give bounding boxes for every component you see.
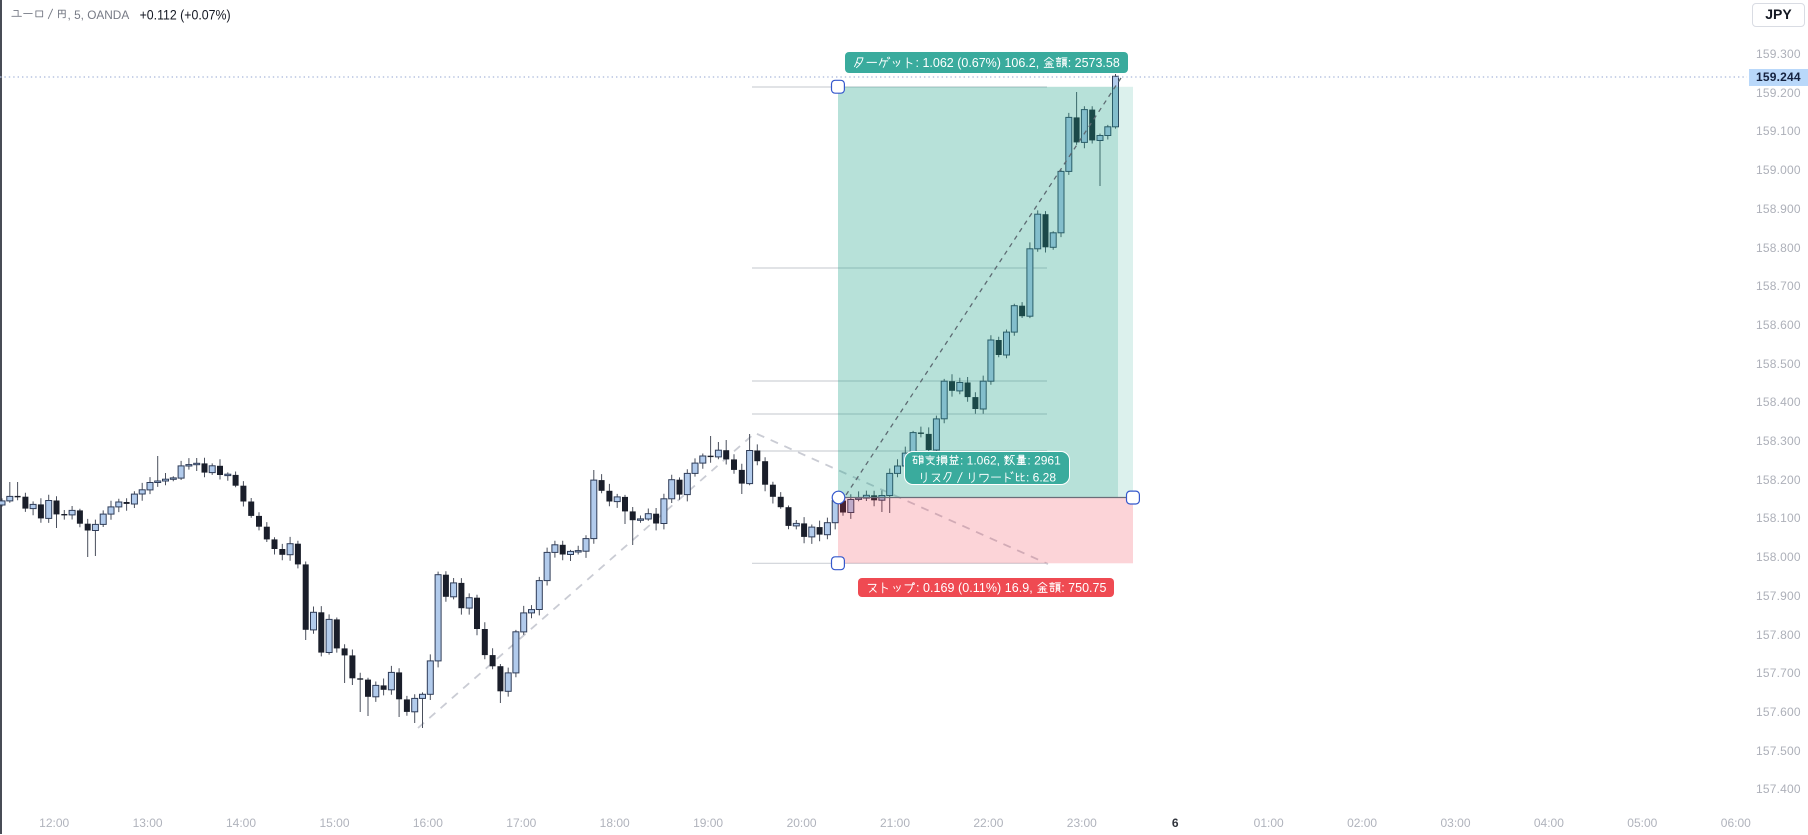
svg-text:: 2573.58: : 2573.58 [1068,56,1120,70]
svg-text:+0.112 (+0.07%): +0.112 (+0.07%) [139,7,230,23]
svg-text:: 6.28: : 6.28 [1026,470,1056,484]
svg-text:, 5, OANDA: , 5, OANDA [67,8,129,22]
svg-text:: 2961: : 2961 [1027,453,1061,467]
svg-text:: 750.75: : 750.75 [1061,580,1106,594]
svg-text:: 1.062,: : 1.062, [960,453,1000,467]
svg-text:: 1.062 (0.67%) 106.2,: : 1.062 (0.67%) 106.2, [916,56,1040,70]
svg-text:: 0.169 (0.11%) 16.9,: : 0.169 (0.11%) 16.9, [916,580,1033,594]
